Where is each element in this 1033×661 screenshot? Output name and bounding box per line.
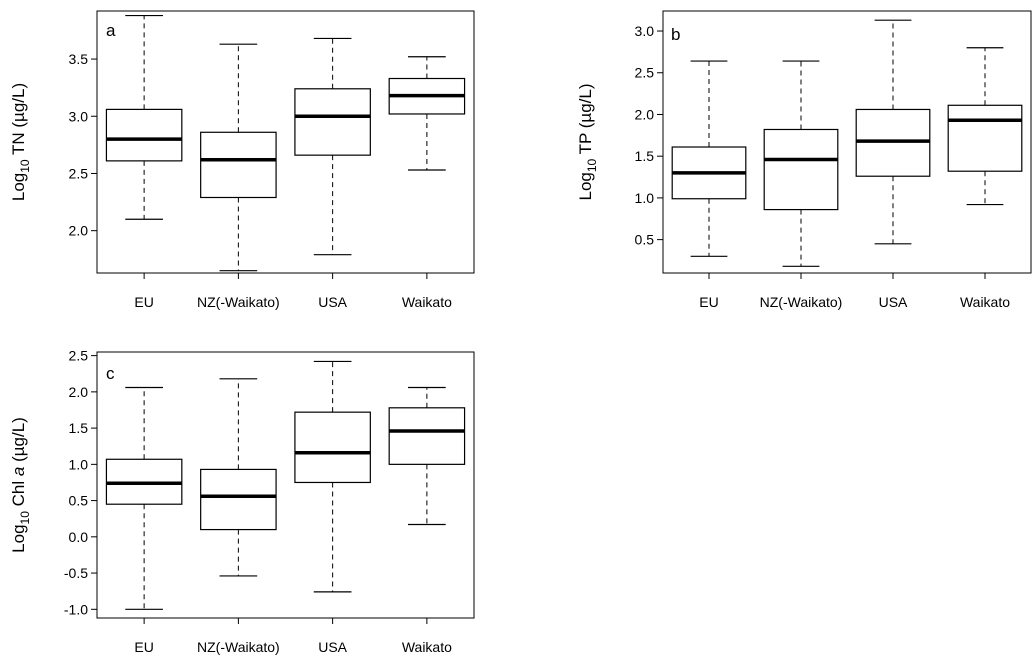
box-nz-waikato (200, 43, 277, 272)
y-axis-label-post: TP (µg/L) (576, 83, 595, 158)
y-tick-label: 1.5 (69, 420, 89, 436)
x-tick-label: Waikato (960, 294, 1010, 310)
x-tick-label: EU (134, 639, 153, 655)
box-usa (294, 360, 371, 593)
y-tick-label: 2.0 (69, 223, 89, 239)
y-axis-label-pre: Log (9, 524, 28, 552)
y-axis-label-sub: 10 (18, 511, 32, 525)
box-usa (294, 37, 371, 256)
box-waikato (947, 47, 1023, 206)
y-tick-label: 3.0 (635, 23, 655, 39)
y-tick-label: 2.5 (69, 165, 89, 181)
panel-c: -1.0 -0.5 0.0 0.5 1.0 1.5 2.0 2.5 EU NZ(-Waikato)… (9, 348, 475, 655)
y-axis-label-italic: a (9, 467, 28, 476)
panel-label: b (671, 25, 680, 44)
y-tick-label: -1.0 (64, 601, 88, 617)
box-eu (105, 14, 183, 220)
y-tick-label: 2.5 (69, 348, 89, 364)
x-tick-label: EU (699, 294, 718, 310)
iqr-box (388, 407, 466, 465)
panel-b: 0.5 1.0 1.5 2.0 2.5 3.0 EU NZ(-Waikato) USA Waika… (576, 10, 1032, 310)
x-tick-label: Waikato (402, 639, 452, 655)
y-tick-label: 1.0 (69, 456, 89, 472)
x-tick-label: NZ(-Waikato) (760, 294, 843, 310)
box-usa (855, 19, 931, 245)
y-tick-label: 0.0 (69, 529, 89, 545)
y-tick-label: -0.5 (64, 565, 88, 581)
y-tick-label: 2.0 (635, 106, 655, 122)
iqr-box (763, 128, 839, 211)
x-tick-label: USA (318, 294, 347, 310)
x-tick-label: USA (318, 639, 347, 655)
y-tick-label: 1.5 (635, 148, 655, 164)
box-nz-waikato (763, 60, 839, 267)
y-tick-label: 1.0 (635, 190, 655, 206)
y-axis-label-post2: (µg/L) (9, 417, 28, 466)
iqr-box (200, 468, 277, 531)
x-tick-label: NZ(-Waikato) (197, 294, 280, 310)
x-tick-label: USA (879, 294, 908, 310)
y-tick-label: 0.5 (635, 232, 655, 248)
iqr-box (294, 411, 371, 484)
y-axis-label: Log10 TP (µg/L) (576, 83, 599, 200)
x-tick-label: Waikato (402, 294, 452, 310)
box-waikato (388, 56, 466, 171)
y-axis-label-sub: 10 (585, 158, 599, 172)
panel-a: 2.0 2.5 3.0 3.5 EU NZ(-Waikato) USA Waikato a Log… (9, 10, 475, 310)
box-eu (105, 386, 183, 610)
iqr-box (294, 88, 371, 156)
iqr-box (947, 104, 1023, 172)
y-tick-label: 0.5 (69, 493, 89, 509)
y-axis-label-pre: Log (9, 173, 28, 201)
plot-frame (662, 10, 1032, 274)
y-tick-label: 2.0 (69, 384, 89, 400)
box-eu (671, 60, 747, 257)
y-axis-label: Log10 Chl a (µg/L) (9, 417, 32, 553)
y-axis-label-sub: 10 (18, 159, 32, 173)
y-axis-label-post: Chl (9, 476, 28, 511)
box-waikato (388, 386, 466, 526)
x-tick-label: NZ(-Waikato) (197, 639, 280, 655)
panel-label: c (106, 364, 115, 383)
y-tick-label: 3.5 (69, 51, 89, 67)
plot-frame (96, 10, 475, 274)
x-tick-label: EU (134, 294, 153, 310)
iqr-box (200, 131, 277, 199)
plot-frame (96, 351, 475, 619)
y-axis-label: Log10 TN (µg/L) (9, 83, 32, 201)
y-axis-label-pre: Log (576, 172, 595, 200)
panel-label: a (106, 21, 116, 40)
y-tick-label: 3.0 (69, 108, 89, 124)
y-tick-label: 2.5 (635, 65, 655, 81)
iqr-box (105, 108, 183, 162)
y-axis-label-post: TN (µg/L) (9, 83, 28, 160)
box-nz-waikato (200, 378, 277, 577)
